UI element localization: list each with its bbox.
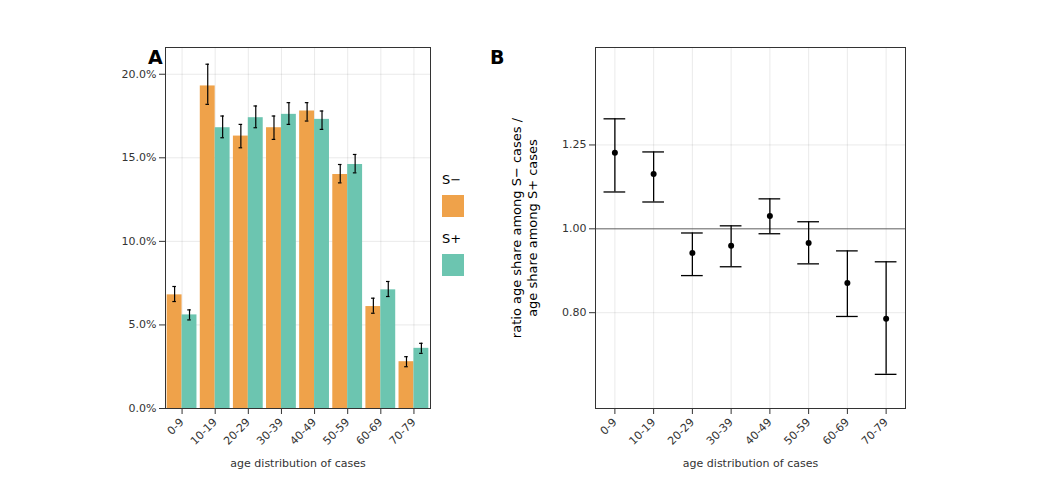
html-text:ratio age share among S− cases: ratio age share among S− cases / age sha… — [508, 117, 540, 338]
svg-text:1.00: 1.00 — [562, 222, 587, 235]
svg-text:0.0%: 0.0% — [129, 402, 157, 415]
html-text:S−: S− — [442, 172, 462, 187]
svg-text:20-29: 20-29 — [221, 416, 253, 448]
svg-text:10.0%: 10.0% — [122, 235, 157, 248]
svg-text:50-59: 50-59 — [321, 416, 353, 448]
svg-text:40-49: 40-49 — [287, 416, 319, 448]
svg-text:20-29: 20-29 — [665, 416, 697, 448]
svg-text:70-79: 70-79 — [859, 416, 891, 448]
svg-text:60-69: 60-69 — [820, 416, 852, 448]
svg-text:10-19: 10-19 — [626, 416, 658, 448]
svg-text:5.0%: 5.0% — [129, 318, 157, 331]
svg-text:age distribution of cases: age distribution of cases — [230, 457, 366, 470]
svg-text:10-19: 10-19 — [188, 416, 220, 448]
html-text:A: A — [148, 46, 163, 68]
svg-text:0-9: 0-9 — [598, 416, 620, 438]
html-text:B: B — [490, 46, 505, 68]
svg-text:30-39: 30-39 — [704, 416, 736, 448]
svg-text:40-49: 40-49 — [743, 416, 775, 448]
svg-text:50-59: 50-59 — [781, 416, 813, 448]
html-text:S+: S+ — [442, 231, 462, 246]
svg-text:0-9: 0-9 — [165, 416, 187, 438]
svg-text:30-39: 30-39 — [254, 416, 286, 448]
svg-text:0.80: 0.80 — [562, 306, 587, 319]
svg-text:70-79: 70-79 — [387, 416, 419, 448]
svg-text:60-69: 60-69 — [354, 416, 386, 448]
svg-text:20.0%: 20.0% — [122, 68, 157, 81]
svg-text:1.25: 1.25 — [562, 138, 587, 151]
svg-text:age distribution of cases: age distribution of cases — [683, 457, 819, 470]
svg-text:15.0%: 15.0% — [122, 151, 157, 164]
